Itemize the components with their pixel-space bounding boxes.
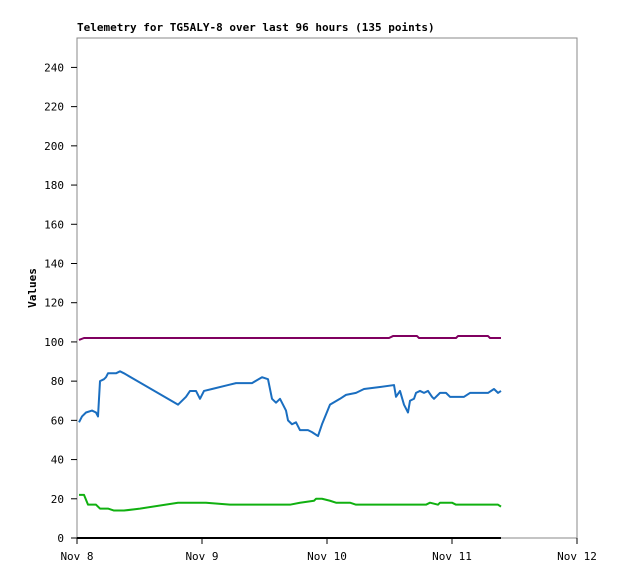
y-tick-label: 240 (44, 61, 64, 74)
y-tick-label: 220 (44, 101, 64, 114)
x-tick-label: Nov 12 (557, 550, 597, 563)
x-tick-label: Nov 11 (432, 550, 472, 563)
series-line (78, 370, 502, 438)
chart-title: Telemetry for TG5ALY-8 over last 96 hour… (77, 21, 435, 34)
y-tick-label: 140 (44, 257, 64, 270)
y-tick-label: 200 (44, 140, 64, 153)
y-tick-label: 180 (44, 179, 64, 192)
y-tick-label: 0 (57, 532, 64, 545)
x-tick-label: Nov 9 (185, 550, 218, 563)
y-tick-label: 40 (51, 454, 64, 467)
y-tick-label: 120 (44, 297, 64, 310)
series-line (78, 335, 501, 341)
y-tick-label: 160 (44, 218, 64, 231)
y-axis-label: Values (26, 268, 39, 308)
y-tick-label: 80 (51, 375, 64, 388)
x-tick-label: Nov 8 (60, 550, 93, 563)
plot-frame (76, 37, 578, 539)
x-tick-label: Nov 10 (307, 550, 347, 563)
y-tick-label: 60 (51, 414, 64, 427)
y-tick-label: 20 (51, 493, 64, 506)
y-tick-label: 100 (44, 336, 64, 349)
series-line (79, 493, 502, 512)
